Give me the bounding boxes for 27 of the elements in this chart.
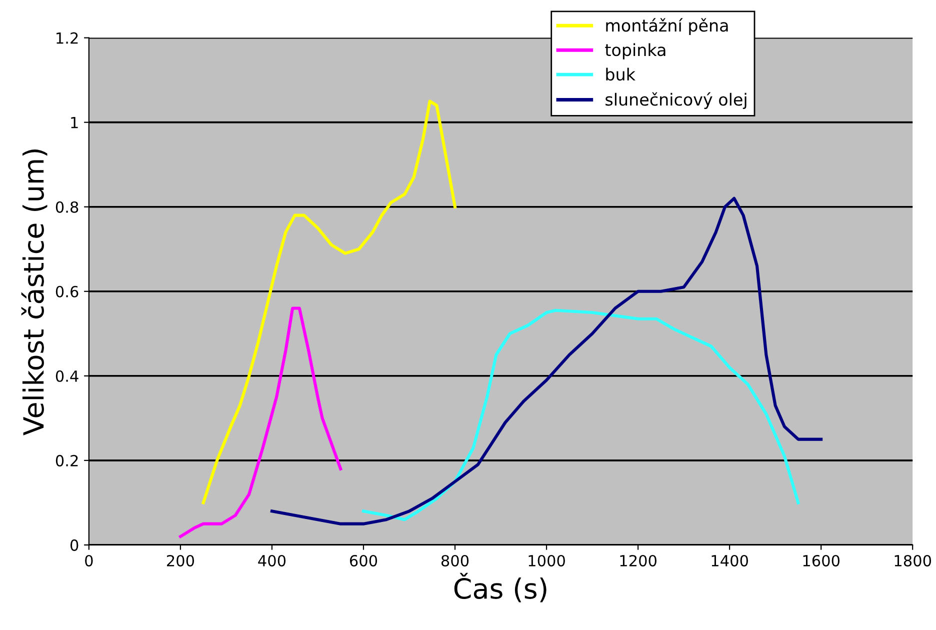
x-tick-label: 800 — [441, 554, 469, 566]
line-series — [202, 100, 457, 504]
legend-label: topinka — [605, 43, 666, 60]
x-tick-label: 1800 — [894, 554, 932, 566]
x-tick-label: 1000 — [528, 554, 565, 566]
x-tick-label: 1200 — [620, 554, 656, 566]
x-axis-title: Čas (s) — [454, 572, 546, 602]
y-tick-label: 0.8 — [56, 201, 78, 213]
y-axis-title: Velikost částice (um) — [21, 149, 48, 436]
line-series — [270, 196, 823, 526]
line-series — [362, 308, 800, 522]
legend-label: slunečnicový olej — [606, 92, 746, 110]
y-tick-label: 1 — [71, 116, 78, 128]
line-series — [178, 306, 342, 538]
legend-label: montážní pěna — [606, 18, 728, 35]
y-tick-label: 0.6 — [56, 286, 78, 298]
y-tick-label: 1.2 — [56, 32, 78, 44]
y-tick-label: 0 — [70, 539, 78, 551]
x-tick-label: 1400 — [712, 554, 748, 566]
x-tick-label: 600 — [350, 554, 378, 566]
y-tick-label: 0.2 — [56, 454, 78, 466]
x-tick-label: 0 — [85, 554, 93, 566]
y-tick-label: 0.4 — [56, 370, 78, 382]
x-tick-label: 400 — [258, 554, 286, 566]
x-tick-label: 1600 — [803, 554, 840, 566]
legend-label: buk — [606, 68, 636, 81]
x-tick-label: 200 — [166, 554, 194, 566]
